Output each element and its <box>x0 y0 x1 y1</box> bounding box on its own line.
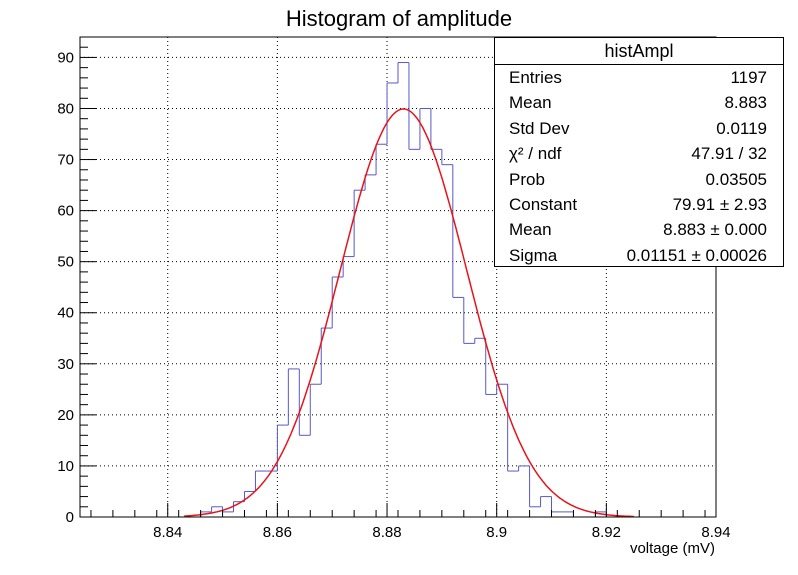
gaussian-fit-curve <box>184 108 634 518</box>
x-axis-label: voltage (mV) <box>630 540 715 557</box>
stats-label: Mean <box>509 93 552 113</box>
y-tick-label: 10 <box>57 458 74 475</box>
x-tick-label: 8.94 <box>701 524 730 541</box>
stats-value: 8.883 ± 0.000 <box>663 220 767 240</box>
y-tick-label: 80 <box>57 100 74 117</box>
x-tick-label: 8.86 <box>263 524 292 541</box>
y-tick-label: 50 <box>57 254 74 271</box>
stats-box: histAmpl Entries 1197 Mean 8.883 Std Dev 0.01… <box>494 37 784 267</box>
stats-rows: Entries 1197 Mean 8.883 Std Dev 0.0119 χ² / nd… <box>495 65 783 268</box>
y-tick-label: 20 <box>57 407 74 424</box>
stats-label: Prob <box>509 169 545 189</box>
axes <box>79 36 717 518</box>
stats-row: Mean 8.883 ± 0.000 <box>495 217 783 242</box>
stats-label: Entries <box>509 68 562 87</box>
stats-row: Entries 1197 <box>495 65 783 90</box>
plot-frame <box>79 36 717 518</box>
stats-row: Mean 8.883 <box>495 90 783 115</box>
chart-title: Histogram of amplitude <box>285 6 513 31</box>
y-tick-label: 0 <box>66 509 74 526</box>
x-tick-label: 8.88 <box>372 524 401 541</box>
stats-row: Prob 0.03505 <box>495 167 783 192</box>
y-tick-label: 70 <box>57 152 74 169</box>
stats-value: 8.883 <box>724 93 767 113</box>
stats-value: 1197 <box>730 68 767 87</box>
x-tick-label: 8.84 <box>153 524 182 541</box>
stats-label: Std Dev <box>509 118 570 138</box>
stats-row: Std Dev 0.0119 <box>495 116 783 141</box>
stats-label: Sigma <box>509 245 558 265</box>
stats-row: Sigma 0.01151 ± 0.00026 <box>495 243 783 268</box>
y-tick-label: 60 <box>57 203 74 220</box>
y-tick-label: 40 <box>57 305 74 322</box>
stats-value: 47.91 / 32 <box>691 144 767 164</box>
stats-label: χ² / ndf <box>509 144 562 164</box>
y-tick-label: 30 <box>57 356 74 373</box>
y-tick-label: 90 <box>57 49 74 66</box>
gaussian-fit <box>184 108 634 518</box>
stats-value: 79.91 ± 2.93 <box>672 194 767 214</box>
stats-row: χ² / ndf 47.91 / 32 <box>495 141 783 166</box>
stats-row: Constant 79.91 ± 2.93 <box>495 192 783 217</box>
stats-label: Mean <box>509 220 552 240</box>
stats-label: Constant <box>509 194 578 214</box>
x-tick-label: 8.92 <box>592 524 621 541</box>
stats-box-title: histAmpl <box>495 38 783 65</box>
stats-value: 0.03505 <box>705 169 767 189</box>
x-tick-label: 8.9 <box>486 524 507 541</box>
stats-value: 0.0119 <box>716 118 767 138</box>
stats-value: 0.01151 ± 0.00026 <box>626 245 767 265</box>
tick-labels: 8.84 8.86 8.88 8.9 8.92 8.94 0 10 20 30 40 50 60 70 80… <box>57 49 730 541</box>
